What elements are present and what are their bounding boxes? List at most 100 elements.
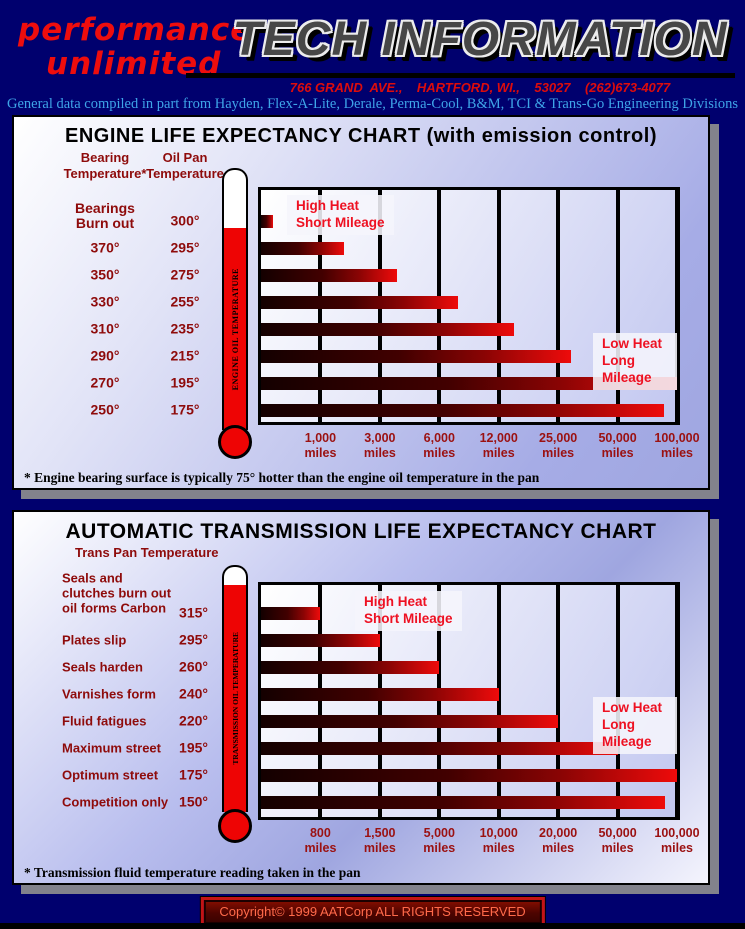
mileage-tick: 6,000 miles xyxy=(405,431,473,461)
mileage-tick: 50,000 miles xyxy=(584,431,652,461)
gridline xyxy=(675,190,679,422)
life-expectancy-bar xyxy=(261,742,618,755)
mileage-tick-value: 20,000 xyxy=(539,826,578,840)
trans-pan-temperature-header: Trans Pan Temperature xyxy=(75,545,219,560)
temperature-row-label: 290° xyxy=(90,347,120,364)
transmission-chart-panel: AUTOMATIC TRANSMISSION LIFE EXPECTANCY C… xyxy=(12,510,710,885)
temperature-row-label: 330° xyxy=(90,293,120,310)
pan-temperature-value: 220° xyxy=(179,712,208,729)
temperature-row-label: Varnishes form xyxy=(62,686,156,702)
temperature-row-label: 250° xyxy=(90,401,120,418)
mileage-tick-unit: miles xyxy=(601,446,634,460)
gridline xyxy=(496,585,501,817)
temperature-row-label: Plates slip xyxy=(62,632,127,648)
pan-temperature-value: 260° xyxy=(179,658,208,675)
temperature-rows: Bearings Burn out 300° 370° 295° 350° 275° 330… xyxy=(14,117,708,488)
gridline xyxy=(615,190,620,422)
temperature-row-label: Seals harden xyxy=(62,659,143,675)
life-expectancy-bar xyxy=(261,377,677,390)
mileage-tick-value: 50,000 xyxy=(598,826,637,840)
low-heat-annotation: Low Heat Long Mileage xyxy=(593,333,677,390)
gridline xyxy=(556,585,561,817)
temperature-rows: Seals and clutches burn out oil forms Ca… xyxy=(14,512,708,883)
life-expectancy-bar xyxy=(261,215,273,228)
temperature-row-label: Competition only xyxy=(62,794,169,810)
mileage-tick-value: 1,500 xyxy=(364,826,396,840)
mileage-tick: 12,000 miles xyxy=(465,431,533,461)
title-underline xyxy=(186,73,735,78)
mileage-tick: 100,000 miles xyxy=(643,431,711,461)
gridline xyxy=(556,190,561,422)
mileage-axis: 1,000 miles 3,000 miles 6,000 miles 12,000 mile… xyxy=(261,431,699,467)
temperature-row-label: Seals and clutches burn out oil forms Ca… xyxy=(62,570,172,616)
pan-temperature-value: 175° xyxy=(179,766,208,783)
mileage-tick-value: 1,000 xyxy=(304,431,337,445)
life-expectancy-bar xyxy=(261,769,677,782)
thermometer-tube: ENGINE OIL TEMPERATURE xyxy=(222,168,248,430)
thermometer-mercury: ENGINE OIL TEMPERATURE xyxy=(224,228,246,430)
mileage-tick-unit: miles xyxy=(482,841,515,855)
pan-temperature-value: 175° xyxy=(170,401,200,418)
pan-temperature-value: 215° xyxy=(170,347,200,364)
mileage-tick-unit: miles xyxy=(661,446,693,460)
mileage-tick: 20,000 miles xyxy=(524,826,592,856)
mileage-tick: 800 miles xyxy=(286,826,354,856)
pan-temperature-value: 275° xyxy=(170,266,200,283)
mileage-tick-value: 25,000 xyxy=(539,431,578,445)
low-heat-annotation: Low Heat Long Mileage xyxy=(593,697,677,754)
thermometer-tube: TRANSMISSION OIL TEMPERATURE xyxy=(222,565,248,812)
temperature-row-label: 350° xyxy=(90,266,120,283)
life-expectancy-bar xyxy=(261,607,320,620)
data-sources-tagline: General data compiled in part from Hayde… xyxy=(6,96,739,112)
mileage-tick: 1,500 miles xyxy=(346,826,414,856)
thermometer-bulb xyxy=(218,425,252,459)
life-expectancy-bar xyxy=(261,269,397,282)
thermometer-label: ENGINE OIL TEMPERATURE xyxy=(230,267,240,391)
bearing-temperature-column-header: Bearing Temperature* xyxy=(63,150,147,181)
page-title: TECH INFORMATION xyxy=(232,13,728,66)
life-expectancy-bar xyxy=(261,715,558,728)
life-expectancy-bar xyxy=(261,404,664,417)
life-expectancy-bar xyxy=(261,350,571,363)
address-line: 766 GRAND AVE., HARTFORD, WI., 53027 (26… xyxy=(289,80,671,95)
mileage-tick: 25,000 miles xyxy=(524,431,592,461)
chart-footnote: * Engine bearing surface is typically 75… xyxy=(24,470,540,485)
oil-pan-temperature-column-header: Oil Pan Temperature xyxy=(146,150,224,181)
mileage-tick-unit: miles xyxy=(304,446,337,460)
temperature-row-label: Optimum street xyxy=(62,767,159,783)
pan-temperature-value: 240° xyxy=(179,685,208,702)
mileage-tick-unit: miles xyxy=(423,841,456,855)
mileage-tick-unit: miles xyxy=(661,841,693,855)
temperature-row-label: Fluid fatigues xyxy=(62,713,147,729)
life-expectancy-bar xyxy=(261,296,458,309)
mileage-tick-value: 800 xyxy=(309,826,331,840)
mileage-tick: 10,000 miles xyxy=(465,826,533,856)
life-expectancy-bar xyxy=(261,323,514,336)
gridline xyxy=(496,190,501,422)
pan-temperature-value: 295° xyxy=(170,239,200,256)
mileage-tick-unit: miles xyxy=(363,446,396,460)
pan-temperature-value: 150° xyxy=(179,793,208,810)
thermometer-label: TRANSMISSION OIL TEMPERATURE xyxy=(230,632,240,765)
mileage-tick-unit: miles xyxy=(601,841,634,855)
pan-temperature-value: 300° xyxy=(170,212,200,229)
gridline xyxy=(437,585,442,817)
transmission-chart-title: AUTOMATIC TRANSMISSION LIFE EXPECTANCY C… xyxy=(65,520,657,543)
mileage-tick-value: 5,000 xyxy=(423,826,455,840)
mileage-axis: 800 miles 1,500 miles 5,000 miles 10,000 miles 2… xyxy=(261,826,699,862)
gridline xyxy=(318,585,323,817)
life-expectancy-bar xyxy=(261,661,439,674)
mileage-tick: 3,000 miles xyxy=(346,431,414,461)
mileage-tick-value: 50,000 xyxy=(598,431,637,445)
mileage-tick-value: 12,000 xyxy=(479,431,518,445)
mileage-tick-unit: miles xyxy=(482,446,515,460)
mileage-tick-unit: miles xyxy=(363,841,396,855)
gridline xyxy=(377,585,382,817)
gridline xyxy=(675,585,679,817)
mileage-tick-value: 100,000 xyxy=(654,826,700,840)
pan-temperature-value: 195° xyxy=(179,739,208,756)
thermometer-bulb xyxy=(218,809,252,843)
mileage-tick-value: 100,000 xyxy=(654,431,700,445)
pan-temperature-value: 235° xyxy=(170,320,200,337)
chart-footnote: * Transmission fluid temperature reading… xyxy=(24,865,361,880)
